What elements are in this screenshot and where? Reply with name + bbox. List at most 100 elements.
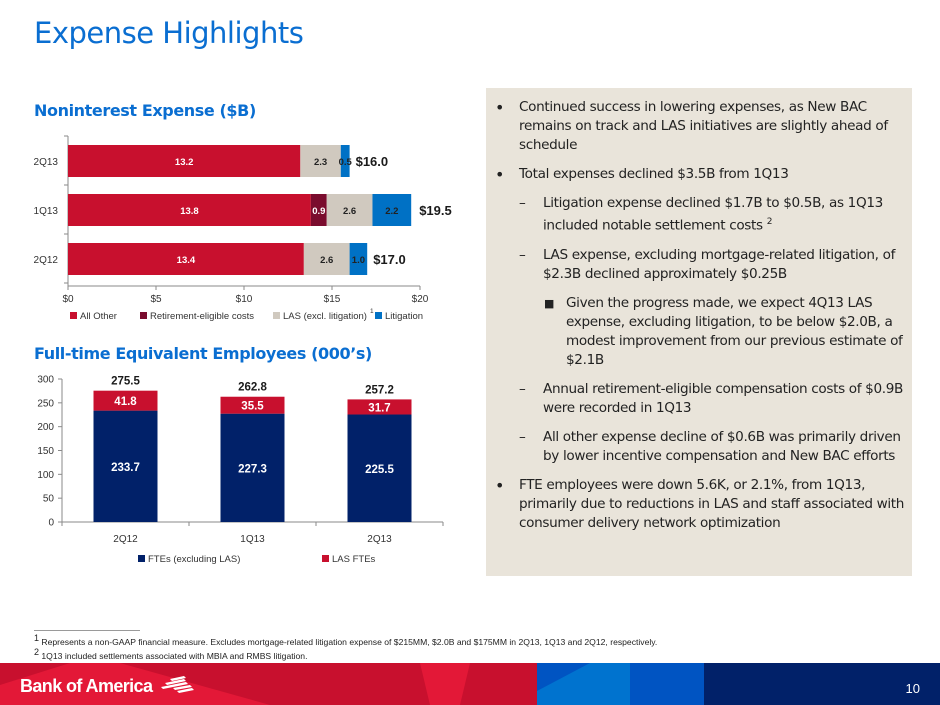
dash-icon: – <box>519 246 526 263</box>
bar-segment-fte-non-las <box>347 414 412 522</box>
bullet-item: • Total expenses declined $3.5B from 1Q13 <box>486 165 912 184</box>
bullet-item: – All other expense decline of $0.6B was … <box>486 428 912 466</box>
segment-label: 41.8 <box>114 396 137 408</box>
bar-segment-litigation <box>372 194 412 226</box>
bullet-text: LAS expense, excluding mortgage-related … <box>543 246 896 282</box>
footnote-2: 2 1Q13 included settlements associated w… <box>34 647 307 661</box>
dash-icon: – <box>519 195 526 211</box>
expense-chart-title: Noninterest Expense ($B) <box>34 101 256 120</box>
y-tick-label: 250 <box>37 398 54 409</box>
segment-label: 13.2 <box>175 157 194 168</box>
bullet-text: Given the progress made, we expect 4Q13 … <box>566 294 903 368</box>
total-label: $19.5 <box>419 203 452 218</box>
bullet-dot-icon: • <box>495 475 505 495</box>
bullet-text: Total expenses declined $3.5B from 1Q13 <box>519 166 789 182</box>
legend-label: All Other <box>80 311 117 322</box>
bar-segment-all-other <box>68 194 311 226</box>
segment-label: 0.5 <box>339 157 353 168</box>
bar-segment-las-fte <box>93 390 158 411</box>
bar-segment-las-excl-litigation- <box>326 194 373 226</box>
legend-swatch <box>322 555 329 562</box>
footnote-1-marker: 1 <box>34 633 40 643</box>
category-label: 2Q12 <box>34 255 59 266</box>
y-tick-label: 150 <box>37 446 54 457</box>
legend-item: LAS FTEs <box>322 554 376 565</box>
bar-segment-las-fte <box>347 399 412 415</box>
dash-icon: – <box>519 428 526 445</box>
bullet-dot-icon: • <box>495 165 505 184</box>
bullet-text: All other expense decline of $0.6B was p… <box>543 428 901 464</box>
category-label: 2Q12 <box>113 534 138 545</box>
y-tick-label: 50 <box>43 494 55 505</box>
legend-swatch <box>140 312 147 319</box>
total-label: $16.0 <box>356 154 389 169</box>
bar-segment-las-excl-litigation- <box>300 145 341 177</box>
bank-logo: Bank of America <box>20 676 194 697</box>
bar-segment-litigation <box>349 243 368 275</box>
bar-segment-litigation <box>340 145 350 177</box>
highlights-list: • Continued success in lowering expenses,… <box>486 88 912 533</box>
footnote-ref: 2 <box>766 217 773 227</box>
bar-segment-las-fte <box>220 396 285 414</box>
noninterest-expense-chart: $0 $5 $10 $15 $20 2Q13 13.2 2.3 0.5 $16.0 1Q13 13.8… <box>34 135 452 322</box>
logo-text: Bank of America <box>20 676 153 696</box>
segment-label: 233.7 <box>111 462 140 474</box>
total-label: 275.5 <box>111 376 140 388</box>
footer-band <box>0 663 940 705</box>
segment-label: 13.8 <box>180 206 199 217</box>
segment-label: 13.4 <box>177 255 196 266</box>
bar-segment-fte-non-las <box>93 410 158 522</box>
square-bullet-icon: ■ <box>544 296 555 310</box>
fte-chart: 0 50 100 150 200 250 300 233.7 41.8 275.5 2Q12 227.… <box>37 375 444 565</box>
footnote-2-marker: 2 <box>34 647 40 657</box>
segment-label: 0.9 <box>312 206 325 217</box>
bullet-item: ■ Given the progress made, we expect 4Q13… <box>486 294 912 370</box>
bar-segment-retirement-eligible-costs <box>310 194 327 226</box>
x-tick-label: $20 <box>412 294 429 305</box>
legend-swatch <box>375 312 382 319</box>
flag-icon <box>160 676 194 693</box>
y-tick-label: 100 <box>37 470 54 481</box>
category-label: 1Q13 <box>34 206 59 217</box>
x-tick-label: $10 <box>236 294 253 305</box>
bullet-item: • Continued success in lowering expenses,… <box>486 98 912 155</box>
legend-label: Retirement-eligible costs <box>150 311 254 322</box>
bullet-text: Continued success in lowering expenses, … <box>519 99 888 153</box>
segment-label: 2.2 <box>385 206 398 217</box>
category-label: 2Q13 <box>367 534 392 545</box>
x-tick-label: $15 <box>324 294 341 305</box>
legend-item: Litigation <box>375 311 423 322</box>
y-tick-label: 300 <box>37 375 54 386</box>
footnote-2-text: 1Q13 included settlements associated wit… <box>41 650 308 661</box>
bar-segment-all-other <box>68 145 301 177</box>
segment-label: 225.5 <box>365 464 394 476</box>
bullet-text: Annual retirement-eligible compensation … <box>543 380 903 416</box>
bar-segment-all-other <box>68 243 304 275</box>
bullet-item: – Litigation expense declined $1.7B to $0… <box>486 194 912 236</box>
segment-label: 2.6 <box>343 206 356 217</box>
segment-label: 2.3 <box>314 157 327 168</box>
category-label: 1Q13 <box>240 534 265 545</box>
legend-superscript: 1 <box>370 308 374 315</box>
bar-segment-las-excl-litigation- <box>303 243 350 275</box>
legend-label: LAS FTEs <box>332 554 376 565</box>
segment-label: 2.6 <box>320 255 333 266</box>
legend-label: LAS (excl. litigation) <box>283 311 367 322</box>
legend-swatch <box>273 312 280 319</box>
total-label: $17.0 <box>373 252 406 267</box>
footnote-1: 1 Represents a non-GAAP financial measur… <box>34 633 657 647</box>
x-tick-label: $0 <box>62 294 74 305</box>
legend-label: FTEs (excluding LAS) <box>148 554 240 565</box>
page-number: 10 <box>905 681 920 696</box>
bullet-text: FTE employees were down 5.6K, or 2.1%, f… <box>519 476 905 531</box>
y-tick-label: 0 <box>48 518 54 529</box>
segment-label: 31.7 <box>368 402 390 414</box>
bullet-item: • FTE employees were down 5.6K, or 2.1%, … <box>486 476 912 533</box>
highlights-panel: • Continued success in lowering expenses,… <box>486 88 912 576</box>
y-tick-label: 200 <box>37 422 54 433</box>
legend-label: Litigation <box>385 311 423 322</box>
bullet-text: Litigation expense declined $1.7B to $0.… <box>543 195 883 234</box>
legend-item: All Other <box>70 311 117 322</box>
dash-icon: – <box>519 380 526 397</box>
category-label: 2Q13 <box>34 157 59 168</box>
